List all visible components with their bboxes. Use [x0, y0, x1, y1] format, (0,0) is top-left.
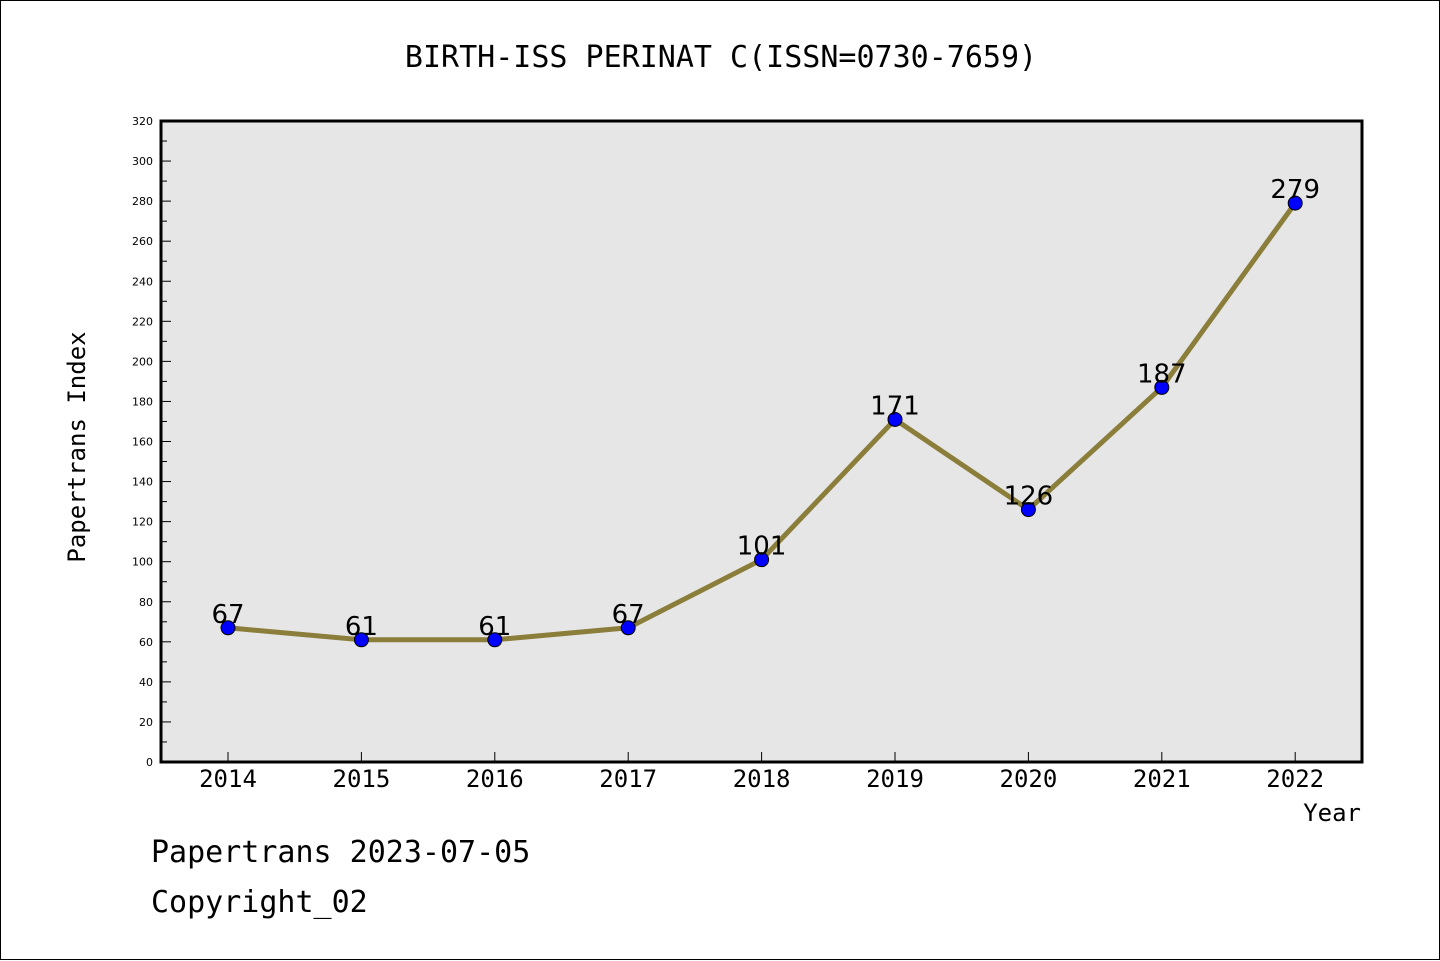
y-tick-label: 200: [132, 355, 153, 368]
y-tick-label: 60: [139, 636, 153, 649]
footer-date-text: Papertrans 2023-07-05: [151, 835, 531, 870]
x-tick-label: 2019: [866, 765, 924, 793]
data-point-marker: [487, 632, 503, 648]
y-tick-label: 280: [132, 195, 153, 208]
data-point-marker: [887, 411, 903, 427]
y-axis-label: Papertrans Index: [63, 331, 91, 562]
data-label: 279: [1270, 175, 1320, 205]
data-point-marker: [353, 632, 369, 648]
data-point-marker: [1287, 195, 1303, 211]
series-layer: 67 61 61 67 101 171 126 187 279: [211, 175, 1320, 648]
data-label: 61: [345, 612, 378, 642]
y-tick-label: 260: [132, 235, 153, 248]
x-axis-label: Year: [1303, 799, 1361, 827]
data-label: 101: [737, 532, 787, 562]
plot-area: [161, 121, 1362, 762]
x-axis-ticks: 2014 2015 2016 2017 2018 2019 2020 2021 2022: [199, 752, 1324, 793]
data-label: 187: [1137, 359, 1187, 389]
data-point-marker: [220, 620, 236, 636]
y-tick-label: 300: [132, 155, 153, 168]
y-tick-label: 180: [132, 395, 153, 408]
y-axis-ticks: 0 20 40 60 80 100 120 140 160 180 200 220 240 260 280 3…: [132, 115, 171, 769]
y-tick-label: 80: [139, 596, 153, 609]
y-tick-label: 0: [146, 756, 153, 769]
data-point-marker: [1154, 379, 1170, 395]
data-label: 126: [1004, 482, 1054, 512]
x-tick-label: 2017: [599, 765, 657, 793]
data-label: 67: [211, 600, 244, 630]
y-tick-label: 40: [139, 676, 153, 689]
x-tick-label: 2018: [733, 765, 791, 793]
x-tick-label: 2015: [333, 765, 391, 793]
x-tick-label: 2021: [1133, 765, 1191, 793]
data-label: 67: [612, 600, 645, 630]
y-tick-label: 220: [132, 315, 153, 328]
data-point-marker: [620, 620, 636, 636]
chart-title: BIRTH-ISS PERINAT C(ISSN=0730-7659): [405, 40, 1037, 75]
x-tick-label: 2014: [199, 765, 257, 793]
y-tick-label: 100: [132, 556, 153, 569]
x-tick-label: 2020: [1000, 765, 1058, 793]
y-tick-label: 240: [132, 275, 153, 288]
y-tick-label: 20: [139, 716, 153, 729]
y-tick-label: 160: [132, 436, 153, 449]
data-label: 61: [478, 612, 511, 642]
plot-border: [159, 119, 1364, 764]
x-tick-label: 2016: [466, 765, 524, 793]
y-tick-label: 320: [132, 115, 153, 128]
data-point-marker: [1020, 502, 1036, 518]
data-label: 171: [870, 391, 920, 421]
x-tick-label: 2022: [1266, 765, 1324, 793]
data-point-marker: [754, 552, 770, 568]
y-tick-label: 120: [132, 516, 153, 529]
footer-copyright-text: Copyright_02: [151, 885, 368, 920]
y-tick-label: 140: [132, 476, 153, 489]
